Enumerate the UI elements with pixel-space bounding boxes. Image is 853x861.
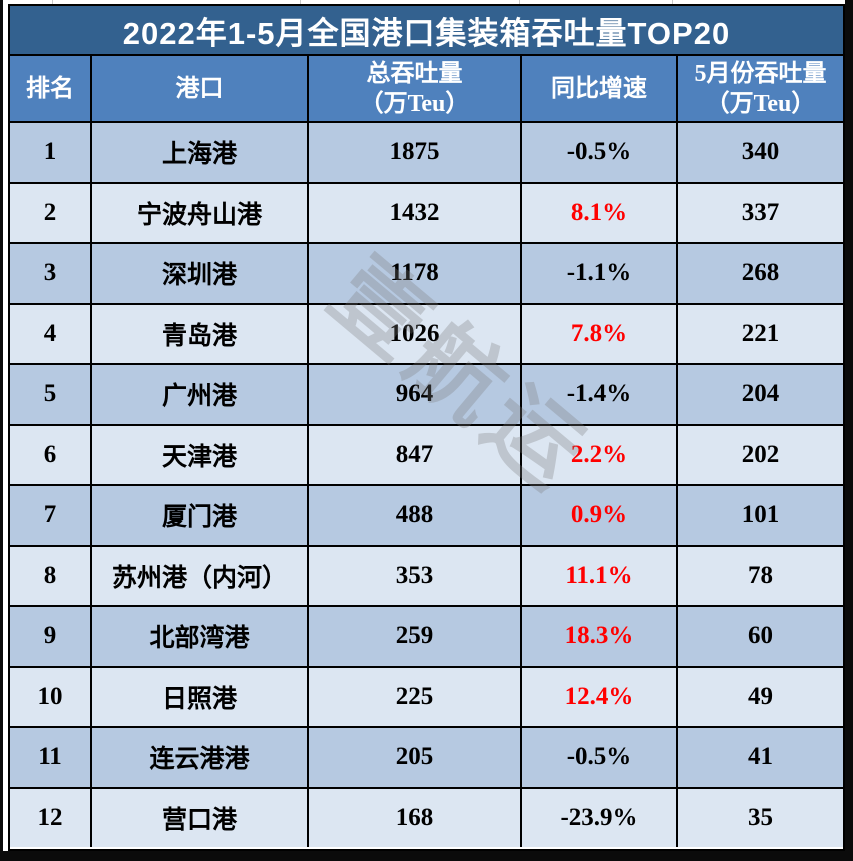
cell-rank: 9: [43, 622, 57, 650]
header-total-line1: 总吞吐量: [366, 60, 463, 87]
header-may-line1: 5月份吞吐量: [694, 60, 827, 87]
cell-yoy: 8.1%: [520, 183, 676, 242]
cell-port: 广州港: [90, 365, 307, 424]
cell-rank: 2: [43, 198, 57, 226]
cell-port: 厦门港: [90, 486, 307, 545]
header-rank-label: 排名: [26, 75, 74, 102]
cell-may: 41: [676, 728, 843, 787]
cell-yoy: 2.2%: [520, 425, 676, 484]
cell-port: 营口港: [90, 788, 307, 847]
header-may-line2: （万Teu）: [705, 90, 816, 117]
gridline-stub: [300, 0, 301, 4]
cell-total: 1178: [307, 244, 520, 303]
table-title: 2022年1-5月全国港口集装箱吞吐量TOP20: [10, 6, 843, 56]
cell-rank: 11: [38, 743, 62, 771]
cell-port: 天津港: [90, 425, 307, 484]
cell-total: 168: [307, 788, 520, 847]
cell-port: 深圳港: [90, 244, 307, 303]
header-yoy-growth: 同比增速: [520, 56, 676, 121]
cell-may: 340: [676, 123, 843, 182]
cell-may: 101: [676, 486, 843, 545]
header-port: 港口: [90, 56, 307, 121]
frame-edge-left: [0, 0, 3, 861]
table-row: 8 苏州港（内河） 353 11.1% 78: [10, 544, 843, 605]
frame-edge-right: [845, 0, 853, 861]
cell-yoy: 12.4%: [520, 667, 676, 726]
cell-port: 日照港: [90, 667, 307, 726]
table-row: 7 厦门港 488 0.9% 101: [10, 484, 843, 545]
gridline-stub: [52, 0, 53, 4]
cell-yoy: -23.9%: [520, 788, 676, 847]
frame-edge-bottom: [0, 851, 853, 861]
cell-total: 1432: [307, 183, 520, 242]
cell-may: 337: [676, 183, 843, 242]
throughput-table: 2022年1-5月全国港口集装箱吞吐量TOP20 排名 港口 总吞吐量 （万Te…: [8, 4, 845, 851]
table-row: 2 宁波舟山港 1432 8.1% 337: [10, 181, 843, 242]
cell-rank: 3: [43, 259, 57, 287]
cell-may: 35: [676, 788, 843, 847]
cell-total: 259: [307, 607, 520, 666]
header-total-line2: （万Teu）: [359, 90, 470, 117]
cell-rank: 5: [43, 380, 57, 408]
cell-rank: 6: [43, 440, 57, 468]
header-rank: 排名: [10, 56, 90, 121]
header-may-throughput: 5月份吞吐量 （万Teu）: [676, 56, 843, 121]
cell-total: 205: [307, 728, 520, 787]
cell-yoy: -1.4%: [520, 365, 676, 424]
cell-port: 北部湾港: [90, 607, 307, 666]
cell-may: 49: [676, 667, 843, 726]
cell-total: 847: [307, 425, 520, 484]
header-yoy-label: 同比增速: [551, 75, 647, 102]
cell-yoy: 18.3%: [520, 607, 676, 666]
table-row: 10 日照港 225 12.4% 49: [10, 665, 843, 726]
cell-may: 204: [676, 365, 843, 424]
cell-yoy: -0.5%: [520, 123, 676, 182]
table-row: 1 上海港 1875 -0.5% 340: [10, 121, 843, 182]
table-header-row: 排名 港口 总吞吐量 （万Teu） 同比增速 5月份吞吐量 （万Teu）: [10, 56, 843, 121]
cell-port: 宁波舟山港: [90, 183, 307, 242]
cell-total: 1875: [307, 123, 520, 182]
cell-yoy: 0.9%: [520, 486, 676, 545]
cell-rank: 10: [37, 682, 63, 710]
table-row: 3 深圳港 1178 -1.1% 268: [10, 242, 843, 303]
header-port-label: 港口: [175, 75, 224, 102]
table-row: 4 青岛港 1026 7.8% 221: [10, 302, 843, 363]
header-total-throughput: 总吞吐量 （万Teu）: [307, 56, 520, 121]
cell-may: 202: [676, 425, 843, 484]
gridline-stub: [519, 0, 520, 4]
cell-port: 苏州港（内河）: [90, 546, 307, 605]
table-row: 11 连云港港 205 -0.5% 41: [10, 726, 843, 787]
table-row: 6 天津港 847 2.2% 202: [10, 423, 843, 484]
cell-yoy: -1.1%: [520, 244, 676, 303]
cell-port: 上海港: [90, 123, 307, 182]
table-body: 1 上海港 1875 -0.5% 340 2 宁波舟山港 1432 8.1% 3…: [10, 121, 843, 847]
cell-may: 78: [676, 546, 843, 605]
cell-total: 488: [307, 486, 520, 545]
cell-rank: 1: [43, 138, 57, 166]
cell-yoy: 11.1%: [520, 546, 676, 605]
table-row: 5 广州港 964 -1.4% 204: [10, 363, 843, 424]
cell-port: 青岛港: [90, 304, 307, 363]
cell-rank: 7: [43, 501, 57, 529]
cell-rank: 12: [37, 803, 63, 831]
cell-yoy: -0.5%: [520, 728, 676, 787]
cell-port: 连云港港: [90, 728, 307, 787]
cell-rank: 4: [43, 319, 57, 347]
cell-may: 268: [676, 244, 843, 303]
cell-total: 225: [307, 667, 520, 726]
cell-total: 353: [307, 546, 520, 605]
cell-yoy: 7.8%: [520, 304, 676, 363]
cell-total: 964: [307, 365, 520, 424]
gridline-stub: [672, 0, 673, 4]
table-row: 9 北部湾港 259 18.3% 60: [10, 605, 843, 666]
cell-total: 1026: [307, 304, 520, 363]
cell-rank: 8: [43, 561, 57, 589]
cell-may: 221: [676, 304, 843, 363]
cell-may: 60: [676, 607, 843, 666]
table-row: 12 营口港 168 -23.9% 35: [10, 786, 843, 847]
